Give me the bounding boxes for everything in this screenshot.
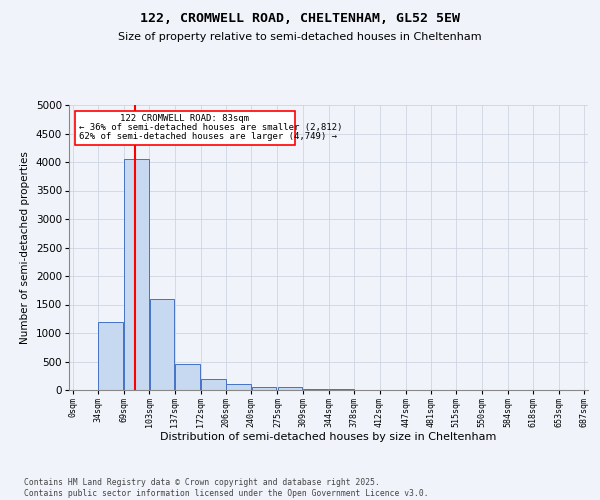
Bar [226,384,251,390]
Bar [175,364,200,390]
Bar [98,322,123,390]
Bar [303,389,328,390]
Text: 62% of semi-detached houses are larger (4,749) →: 62% of semi-detached houses are larger (… [79,132,337,141]
Text: Contains HM Land Registry data © Crown copyright and database right 2025.
Contai: Contains HM Land Registry data © Crown c… [24,478,428,498]
Bar [124,159,149,390]
Bar [150,299,175,390]
Text: 122, CROMWELL ROAD, CHELTENHAM, GL52 5EW: 122, CROMWELL ROAD, CHELTENHAM, GL52 5EW [140,12,460,26]
Text: Size of property relative to semi-detached houses in Cheltenham: Size of property relative to semi-detach… [118,32,482,42]
Bar [252,387,277,390]
Y-axis label: Number of semi-detached properties: Number of semi-detached properties [20,151,30,344]
Bar [278,387,302,390]
Text: ← 36% of semi-detached houses are smaller (2,812): ← 36% of semi-detached houses are smalle… [79,122,343,132]
X-axis label: Distribution of semi-detached houses by size in Cheltenham: Distribution of semi-detached houses by … [160,432,497,442]
Bar [201,378,226,390]
Text: 122 CROMWELL ROAD: 83sqm: 122 CROMWELL ROAD: 83sqm [120,114,249,123]
FancyBboxPatch shape [75,110,295,145]
